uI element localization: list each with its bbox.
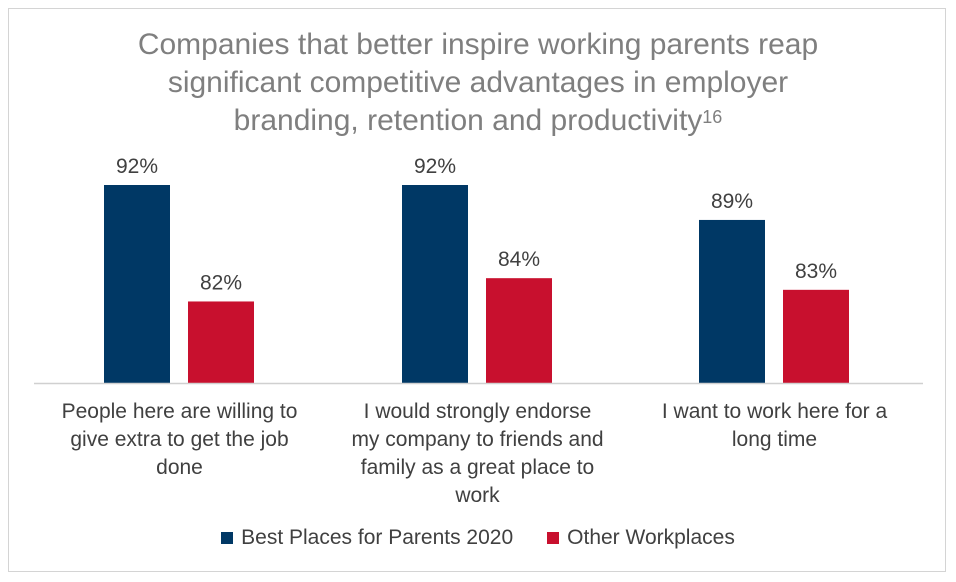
category-label-1-line-1: I would strongly endorse <box>363 400 592 423</box>
legend-swatch-other-workplaces <box>547 532 560 544</box>
category-label-1-line-3: family as a great place to <box>360 456 595 479</box>
data-label-series-0-category-1: 92% <box>414 155 456 178</box>
category-label-0-line-1: People here are willing to <box>61 400 298 423</box>
bar-series-0-category-0 <box>104 185 170 383</box>
category-label-0-line-2: give extra to get the job <box>70 428 289 451</box>
category-label-2: I want to work here for a long time <box>632 398 917 454</box>
legend-label-other-workplaces: Other Workplaces <box>567 526 735 549</box>
category-label-2-line-1: I want to work here for a <box>661 400 888 423</box>
category-label-2-line-2: long time <box>731 428 818 451</box>
category-label-1: I would strongly endorse my company to f… <box>335 398 620 510</box>
bar-series-1-category-1 <box>486 278 552 383</box>
title-line-2: significant competitive advantages in em… <box>167 66 789 99</box>
data-label-series-1-category-2: 83% <box>795 260 837 283</box>
chart-legend: Best Places for Parents 2020 Other Workp… <box>0 526 956 550</box>
bar-series-0-category-1 <box>402 185 468 383</box>
title-footnote-ref: 16 <box>702 107 723 127</box>
legend-item-other-workplaces: Other Workplaces <box>547 526 735 550</box>
title-line-3: branding, retention and productivity16 <box>60 102 896 140</box>
category-label-0: People here are willing to give extra to… <box>37 398 322 482</box>
data-label-series-0-category-0: 92% <box>116 155 158 178</box>
title-line-3-text: branding, retention and productivity <box>233 104 703 137</box>
category-label-0-line-3: done <box>156 456 203 479</box>
legend-item-best-places: Best Places for Parents 2020 <box>221 526 513 550</box>
bar-series-1-category-2 <box>783 289 849 383</box>
title-line-1: Companies that better inspire working pa… <box>137 28 819 61</box>
legend-label-best-places: Best Places for Parents 2020 <box>241 526 514 549</box>
data-label-series-0-category-2: 89% <box>711 190 753 213</box>
data-label-series-1-category-1: 84% <box>498 248 540 271</box>
category-label-1-line-4: work <box>455 484 500 507</box>
bar-series-1-category-0 <box>188 301 254 383</box>
category-label-1-line-2: my company to friends and <box>351 428 604 451</box>
chart-title: Companies that better inspire working pa… <box>60 26 896 140</box>
legend-swatch-best-places <box>221 532 234 544</box>
bar-series-0-category-2 <box>699 219 765 383</box>
data-label-series-1-category-0: 82% <box>200 271 242 294</box>
